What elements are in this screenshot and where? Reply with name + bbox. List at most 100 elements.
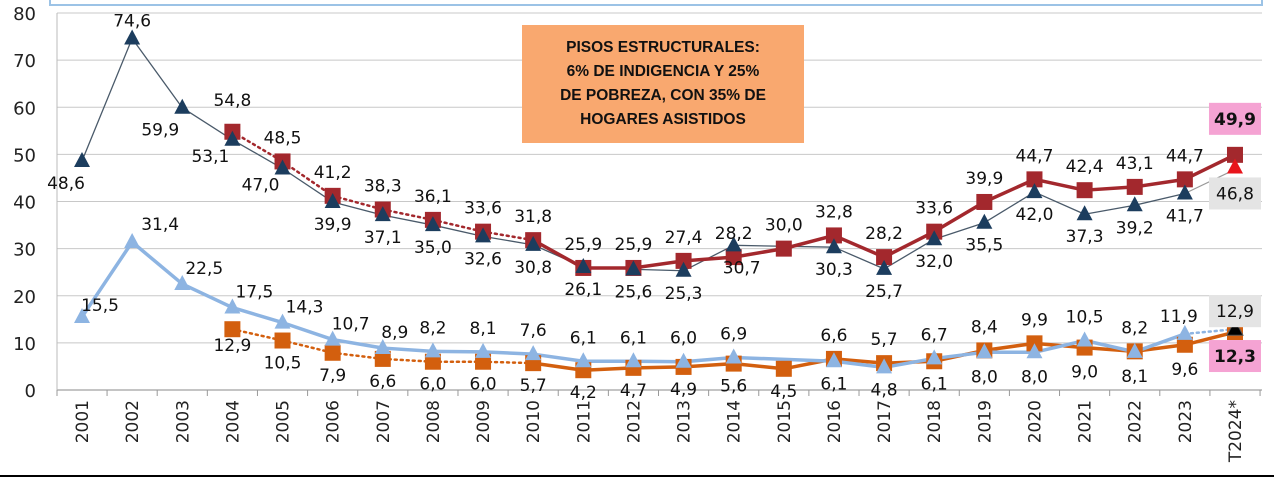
x-tick-label: 2016: [825, 400, 845, 443]
data-label: 8,4: [971, 317, 998, 337]
data-label: 49,9: [1214, 110, 1256, 130]
poverty-triangle-marker: [575, 258, 592, 274]
series-line-segment: [1132, 177, 1187, 189]
poverty-square-marker: [775, 240, 792, 257]
data-label: 46,8: [1216, 184, 1254, 204]
poverty-triangle-marker: [625, 260, 642, 276]
data-label: 35,0: [414, 238, 452, 258]
x-tick-label: 2001: [73, 400, 93, 443]
series-line-segment: [130, 240, 185, 286]
value-label-highlight: [1208, 177, 1261, 210]
data-label: 31,4: [141, 215, 179, 235]
poverty-triangle-marker: [1176, 184, 1193, 200]
data-label: 6,0: [419, 375, 446, 395]
data-label: 25,6: [615, 282, 653, 302]
x-tick-label: 2015: [775, 400, 795, 443]
poverty-triangle-marker: [1226, 158, 1243, 174]
data-label: 4,2: [570, 383, 597, 403]
series-line-segment: [1032, 177, 1087, 192]
data-label: 6,1: [570, 328, 597, 348]
series-line-segment: [381, 346, 435, 354]
x-tick-label: 2002: [123, 400, 143, 443]
data-label: 10,5: [1066, 308, 1104, 328]
poverty-triangle-marker: [224, 130, 241, 146]
indigence-square-marker: [274, 332, 291, 349]
poverty-square-marker: [725, 249, 742, 266]
y-tick-label: 40: [13, 193, 36, 214]
data-label: 42,0: [1016, 205, 1054, 225]
indigence-triangle-marker: [374, 339, 391, 355]
indigence-triangle-marker: [825, 352, 842, 368]
data-label: 27,4: [665, 228, 703, 248]
series-line-segment: [531, 361, 586, 372]
x-tick-label: 2023: [1176, 400, 1196, 443]
poverty-square-marker: [1126, 178, 1143, 195]
data-label: 12,9: [1216, 302, 1254, 322]
data-label: 39,2: [1116, 218, 1154, 238]
data-label: 7,9: [319, 366, 346, 386]
series-line-segment: [731, 355, 836, 364]
data-label: 6,7: [921, 325, 948, 345]
data-label: 8,9: [381, 323, 408, 343]
indigence-triangle-marker: [1026, 343, 1043, 359]
data-label: 17,5: [235, 283, 273, 303]
y-tick-label: 70: [13, 51, 36, 72]
x-tick-label: 2009: [474, 400, 494, 443]
data-label: 6,9: [720, 324, 747, 344]
value-label-highlight: [1208, 340, 1261, 373]
y-tick-label: 0: [25, 381, 36, 402]
annotation-line: HOGARES ASISTIDOS: [580, 111, 746, 128]
series-line-segment: [231, 327, 284, 342]
series-line-segment: [933, 222, 985, 240]
data-label: 12,9: [213, 336, 251, 356]
series-line-segment: [481, 360, 535, 365]
series-line-segment: [932, 200, 987, 234]
series-line-segment: [281, 339, 334, 355]
series-line-segment: [681, 355, 736, 364]
indigence-triangle-marker: [575, 352, 592, 368]
data-label: 26,1: [564, 280, 602, 300]
poverty-square-marker: [976, 193, 993, 210]
data-label: 38,3: [364, 177, 402, 197]
data-label: 44,7: [1166, 146, 1204, 166]
indigence-square-marker: [775, 360, 792, 377]
indigence-triangle-marker: [876, 358, 893, 374]
data-label: 33,6: [464, 199, 502, 219]
series-line-segment: [331, 194, 385, 211]
series-line-segment: [1132, 332, 1187, 354]
x-tick-label: 2003: [173, 400, 193, 443]
series-line-segment: [1183, 330, 1237, 347]
data-label: 4,9: [670, 380, 697, 400]
indigence-square-marker: [324, 344, 341, 361]
series-line-segment: [581, 366, 636, 372]
series-line-segment: [631, 259, 686, 270]
series-line-segment: [80, 240, 134, 319]
series-line-segment: [81, 37, 133, 162]
poverty-square-marker: [1026, 171, 1043, 188]
indigence-square-marker: [1176, 336, 1193, 353]
poverty-square-marker: [1076, 182, 1093, 199]
annotation-line: 6% DE INDIGENCIA Y 25%: [566, 63, 760, 80]
series-line-segment: [731, 361, 786, 371]
data-label: 39,9: [965, 169, 1003, 189]
indigence-triangle-marker: [74, 307, 90, 323]
data-label: 37,1: [364, 228, 402, 248]
data-label: 37,3: [1066, 227, 1104, 247]
indigence-triangle-marker: [475, 342, 492, 358]
data-label: 36,1: [414, 187, 452, 207]
y-tick-label: 20: [13, 287, 36, 308]
data-label: 7,6: [520, 321, 547, 341]
data-label: 25,7: [865, 282, 903, 302]
series-line-segment: [531, 352, 586, 364]
x-tick-label: 2007: [374, 400, 394, 443]
series-line-segment: [331, 351, 385, 361]
x-tick-label: 2005: [274, 400, 294, 443]
data-label: 44,7: [1016, 146, 1054, 166]
data-label: 5,7: [520, 376, 547, 396]
data-label: 4,7: [620, 381, 647, 401]
series-line-segment: [1083, 204, 1136, 215]
data-label: 6,0: [670, 329, 697, 349]
series-line-segment: [681, 361, 736, 369]
series-line-segment: [1032, 338, 1087, 355]
